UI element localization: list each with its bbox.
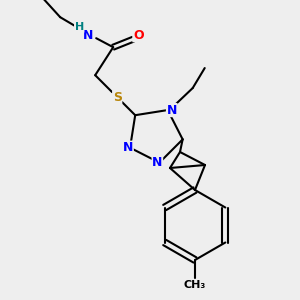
Text: O: O <box>133 29 143 42</box>
Text: N: N <box>83 29 93 42</box>
Text: N: N <box>152 156 163 169</box>
Text: N: N <box>123 141 133 154</box>
Text: H: H <box>75 22 84 32</box>
Text: CH₃: CH₃ <box>184 280 206 290</box>
Text: N: N <box>167 103 177 117</box>
Text: S: S <box>113 91 122 104</box>
